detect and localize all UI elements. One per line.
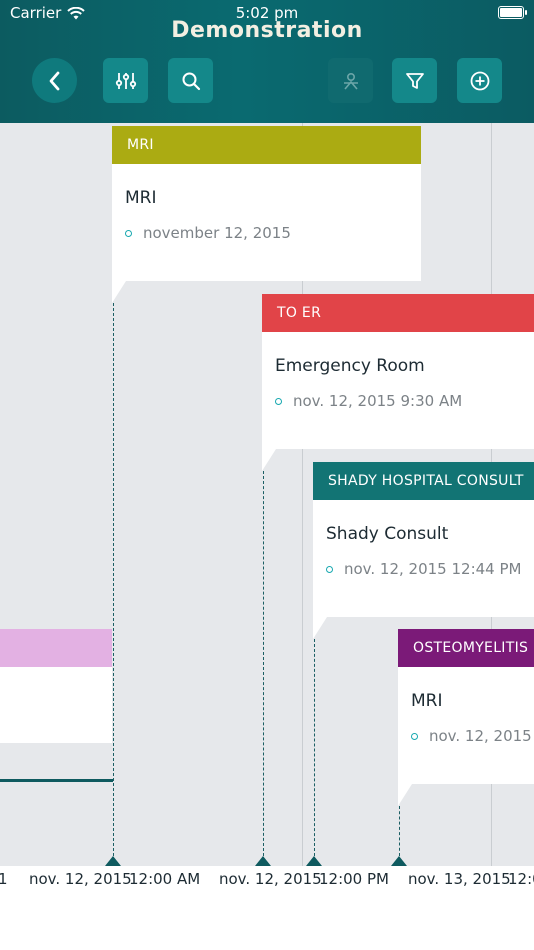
event-title: MRI [411,691,443,711]
search-button[interactable] [168,58,213,103]
axis-label: 12:0 [508,870,534,888]
axis-label: nov. 12, 2015 [29,870,132,888]
bullet-icon [275,398,282,405]
add-circle-icon [470,71,489,90]
card-tail [262,449,276,471]
axis-label: 1 [0,870,8,888]
event-card-header: SHADY HOSPITAL CONSULT [313,462,534,500]
back-button[interactable] [32,58,77,103]
event-date: nov. 12, 2015 6 [429,727,534,745]
axis-label: 12:00 PM [319,870,389,888]
status-time: 5:02 pm [235,4,299,22]
card-tail [398,784,412,806]
search-icon [182,72,200,90]
event-card-header [0,629,112,667]
filter-icon [405,72,424,89]
event-date: november 12, 2015 [143,224,291,242]
event-title: Emergency Room [275,356,425,376]
app-header: Carrier 5:02 pm Demonstration [0,0,534,123]
gridline [302,123,303,866]
event-connector [113,303,114,856]
event-marker[interactable] [255,856,271,866]
event-connector [314,639,315,856]
event-card-consult[interactable]: SHADY HOSPITAL CONSULT Shady Consult nov… [313,462,534,617]
wifi-icon [67,6,86,19]
sliders-icon [115,72,136,89]
event-card-partial[interactable] [0,629,112,743]
bullet-icon [326,566,333,573]
battery-icon [498,6,527,19]
event-connector [399,806,400,856]
bullet-icon [125,230,132,237]
event-title: Shady Consult [326,524,449,544]
timeline-canvas[interactable]: MRI MRI november 12, 2015 TO ER Emergenc… [0,123,534,866]
event-marker[interactable] [391,856,407,866]
duration-bar [0,779,113,782]
settings-button[interactable] [103,58,148,103]
event-date: nov. 12, 2015 9:30 AM [293,392,463,410]
event-date: nov. 12, 2015 12:44 PM [344,560,522,578]
event-connector [263,471,264,856]
axis-label: nov. 12, 2015 [219,870,322,888]
event-marker[interactable] [306,856,322,866]
event-card-header: MRI [112,126,421,164]
filter-button[interactable] [392,58,437,103]
event-card-header: TO ER [262,294,534,332]
add-button[interactable] [457,58,502,103]
event-marker[interactable] [105,856,121,866]
axis-label: nov. 13, 2015 [408,870,511,888]
chevron-left-icon [49,71,59,90]
event-title: MRI [125,188,157,208]
bullet-icon [411,733,418,740]
event-card-mri[interactable]: MRI MRI november 12, 2015 [112,126,421,281]
event-card-header: OSTEOMYELITIS [398,629,534,667]
card-tail [112,281,126,303]
person-button[interactable] [328,58,373,103]
person-icon [343,72,358,90]
axis-label: 12:00 AM [129,870,201,888]
event-card-er[interactable]: TO ER Emergency Room nov. 12, 2015 9:30 … [262,294,534,449]
page-title: Demonstration [171,18,363,43]
event-card-osteomyelitis[interactable]: OSTEOMYELITIS MRI nov. 12, 2015 6 [398,629,534,784]
carrier-label: Carrier [10,4,62,22]
card-tail [313,617,327,639]
status-carrier: Carrier [10,4,86,22]
